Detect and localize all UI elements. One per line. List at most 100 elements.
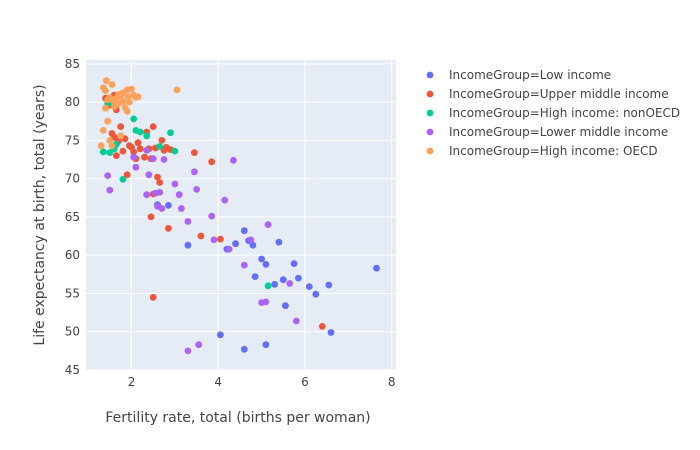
scatter-point-series-2 — [264, 282, 272, 290]
scatter-point-series-0 — [217, 331, 224, 339]
scatter-point-series-3 — [264, 221, 272, 229]
y-tick-label: 60 — [65, 248, 80, 262]
scatter-point-series-1 — [208, 158, 216, 166]
scatter-point-series-4 — [173, 86, 181, 94]
scatter-point-series-4 — [123, 107, 131, 115]
scatter-point-series-0 — [327, 329, 335, 336]
scatter-point-series-3 — [221, 196, 229, 204]
y-tick-label: 50 — [65, 325, 80, 339]
y-tick-label: 65 — [65, 210, 80, 224]
scatter-point-series-4 — [124, 93, 132, 101]
y-tick-label: 70 — [65, 172, 80, 186]
scatter-point-series-4 — [106, 137, 114, 144]
scatter-point-series-3 — [156, 189, 164, 196]
scatter-point-series-3 — [106, 186, 114, 194]
scatter-point-series-3 — [191, 168, 198, 176]
scatter-point-series-3 — [130, 153, 138, 161]
scatter-point-series-3 — [210, 236, 218, 244]
scatter-point-series-2 — [171, 147, 179, 155]
scatter-point-series-3 — [208, 212, 216, 220]
scatter-point-series-1 — [149, 123, 157, 130]
scatter-point-series-4 — [125, 98, 133, 106]
scatter-point-series-0 — [184, 241, 192, 249]
scatter-point-series-0 — [258, 255, 265, 263]
scatter-point-series-0 — [295, 274, 302, 282]
scatter-point-series-4 — [106, 94, 114, 101]
y-tick-label: 85 — [65, 57, 80, 71]
scatter-point-series-0 — [262, 341, 270, 349]
scatter-point-series-1 — [165, 225, 172, 232]
scatter-point-series-1 — [154, 173, 161, 181]
scatter-point-series-4 — [99, 84, 107, 91]
scatter-point-series-3 — [143, 191, 151, 199]
legend-label-1: IncomeGroup=Upper middle income — [449, 87, 669, 101]
x-tick-label: 4 — [214, 375, 222, 389]
scatter-point-series-3 — [193, 186, 201, 193]
scatter-point-series-4 — [99, 126, 107, 134]
scatter-point-series-2 — [130, 115, 138, 123]
y-tick-label: 75 — [65, 133, 80, 147]
scatter-point-series-3 — [292, 317, 300, 325]
scatter-point-series-3 — [143, 146, 151, 154]
scatter-point-series-1 — [136, 145, 144, 153]
scatter-point-series-2 — [167, 129, 174, 137]
scatter-point-series-3 — [132, 163, 140, 171]
scatter-point-series-1 — [112, 152, 120, 160]
scatter-point-series-0 — [279, 276, 287, 284]
scatter-point-series-4 — [119, 97, 127, 105]
y-tick-label: 45 — [65, 363, 80, 377]
scatter-point-series-3 — [230, 156, 237, 164]
scatter-point-series-0 — [373, 264, 380, 272]
scatter-point-series-1 — [149, 293, 157, 301]
legend-marker-4 — [426, 147, 434, 155]
scatter-point-series-3 — [178, 205, 185, 212]
scatter-point-series-2 — [143, 132, 151, 140]
scatter-point-series-0 — [251, 273, 259, 280]
tick-labels: 45 50 55 60 65 70 75 80 85 2 4 6 8 — [65, 57, 396, 389]
scatter-point-series-3 — [184, 218, 192, 225]
scatter-point-series-1 — [117, 123, 125, 130]
scatter-point-series-1 — [158, 137, 166, 144]
scatter-point-series-4 — [108, 81, 116, 88]
legend-marker-1 — [426, 90, 434, 98]
scatter-point-series-1 — [217, 235, 224, 243]
scatter-point-series-3 — [160, 156, 168, 163]
scatter-point-series-1 — [318, 323, 326, 330]
legend-label-0: IncomeGroup=Low income — [449, 68, 611, 82]
scatter-point-series-0 — [305, 283, 313, 290]
scatter-point-series-0 — [275, 238, 283, 246]
scatter-point-series-0 — [282, 302, 289, 310]
scatter-point-series-2 — [119, 176, 127, 183]
scatter-point-series-4 — [97, 142, 105, 150]
scatter-point-series-0 — [312, 290, 320, 298]
scatter-point-series-3 — [225, 245, 233, 253]
scatter-point-series-1 — [141, 153, 148, 161]
scatter-point-series-4 — [102, 104, 109, 112]
scatter-point-series-0 — [325, 281, 333, 289]
scatter-point-series-4 — [128, 85, 135, 93]
legend-label-2: IncomeGroup=High income: nonOECD — [449, 106, 680, 120]
scatter-point-series-0 — [165, 202, 172, 209]
scatter-point-series-3 — [145, 171, 153, 179]
scatter-point-series-4 — [103, 77, 110, 85]
scatter-point-series-0 — [232, 240, 240, 248]
x-tick-label: 8 — [388, 375, 396, 389]
scatter-point-series-3 — [286, 280, 294, 287]
legend-marker-2 — [426, 109, 434, 117]
legend-label-3: IncomeGroup=Lower middle income — [449, 125, 668, 139]
scatter-point-series-2 — [106, 149, 114, 157]
scatter-point-series-1 — [134, 139, 142, 147]
legend: IncomeGroup=Low income IncomeGroup=Upper … — [426, 68, 680, 158]
scatter-point-series-1 — [156, 179, 164, 186]
scatter-point-series-2 — [156, 143, 164, 150]
scatter-point-series-0 — [240, 227, 248, 235]
scatter-point-series-1 — [197, 232, 205, 240]
scatter-point-series-3 — [247, 236, 255, 244]
y-tick-label: 80 — [65, 95, 80, 109]
legend-label-4: IncomeGroup=High income: OECD — [449, 144, 658, 158]
scatter-point-series-3 — [175, 191, 183, 199]
grid-lines — [86, 60, 396, 371]
scatter-point-series-4 — [104, 117, 112, 125]
plot-background — [86, 60, 396, 370]
